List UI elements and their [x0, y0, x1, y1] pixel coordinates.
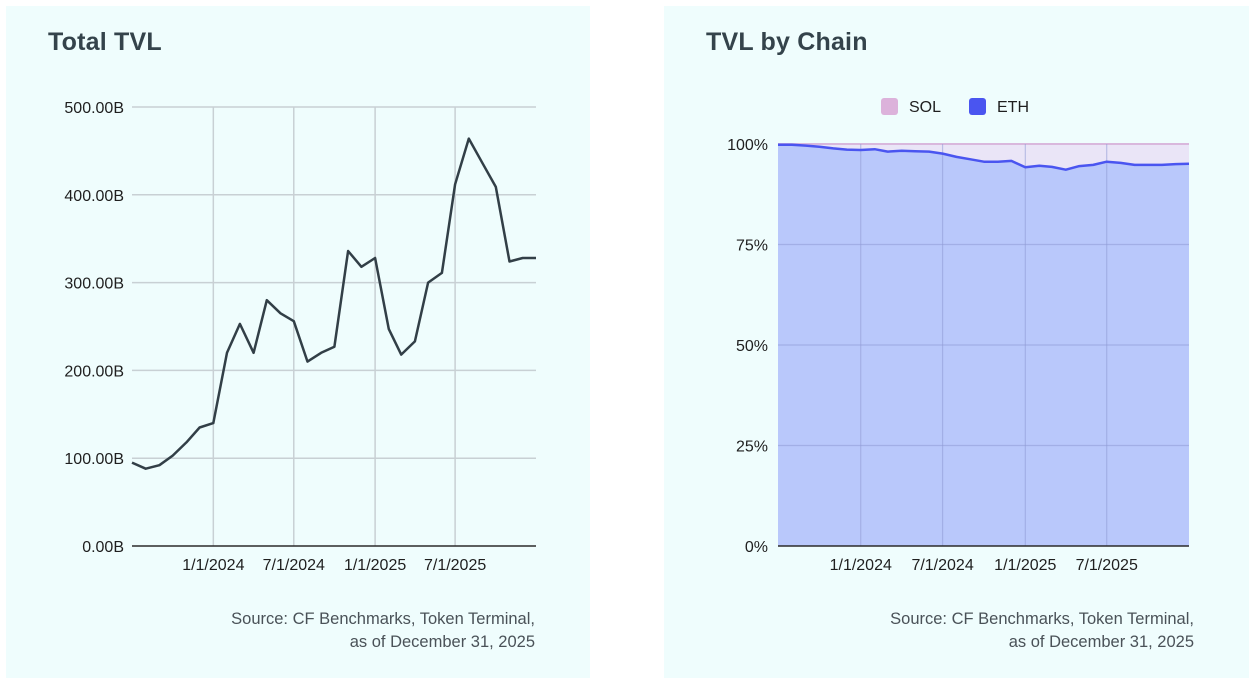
total-tvl-panel: Total TVL Source: CF Benchmarks, Token T…	[6, 6, 590, 678]
y-tick-label: 300.00B	[64, 276, 124, 293]
y-tick-label: 100%	[727, 137, 768, 154]
tvl-by-chain-source: Source: CF Benchmarks, Token Terminal, a…	[890, 608, 1194, 654]
legend-eth-swatch	[969, 98, 986, 115]
x-tick-label: 1/1/2025	[344, 557, 406, 574]
x-tick-label: 7/1/2024	[911, 557, 973, 574]
x-tick-label: 7/1/2024	[263, 557, 325, 574]
total-tvl-source-line-2: as of December 31, 2025	[349, 633, 535, 651]
y-tick-label: 0.00B	[82, 539, 124, 556]
legend-sol-swatch	[881, 98, 898, 115]
y-tick-label: 50%	[736, 338, 768, 355]
y-tick-label: 75%	[736, 238, 768, 255]
legend-eth-label: ETH	[997, 99, 1029, 116]
y-tick-label: 100.00B	[64, 451, 124, 468]
x-tick-label: 1/1/2024	[182, 557, 244, 574]
y-tick-label: 200.00B	[64, 363, 124, 380]
x-tick-label: 7/1/2025	[424, 557, 486, 574]
total-tvl-source-line-1: Source: CF Benchmarks, Token Terminal,	[231, 610, 535, 628]
eth-series-line	[778, 143, 1190, 171]
y-tick-label: 0%	[745, 539, 768, 556]
tvl-by-chain-title: TVL by Chain	[706, 28, 868, 56]
sol-area	[778, 144, 1189, 170]
total-tvl-title: Total TVL	[48, 28, 162, 56]
y-tick-label: 25%	[736, 439, 768, 456]
x-tick-label: 7/1/2025	[1076, 557, 1138, 574]
tvl-by-chain-source-line-2: as of December 31, 2025	[1008, 633, 1194, 651]
total-tvl-source: Source: CF Benchmarks, Token Terminal, a…	[231, 608, 535, 654]
legend-sol-label: SOL	[909, 99, 941, 116]
y-tick-label: 400.00B	[64, 188, 124, 205]
tvl-by-chain-source-line-1: Source: CF Benchmarks, Token Terminal,	[890, 610, 1194, 628]
x-tick-label: 1/1/2025	[994, 557, 1056, 574]
tvl-series-line	[131, 137, 536, 470]
x-tick-label: 1/1/2024	[830, 557, 892, 574]
y-tick-label: 500.00B	[64, 100, 124, 117]
